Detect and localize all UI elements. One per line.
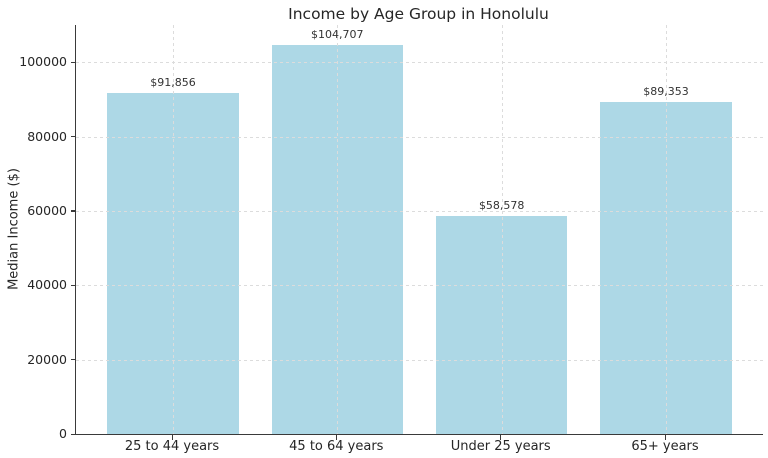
y-tick-mark	[70, 210, 75, 212]
x-tick-label: 45 to 64 years	[289, 439, 384, 454]
y-tick-mark	[70, 433, 75, 435]
y-tick-label: 40000	[27, 277, 67, 293]
plot-area: $91,856 $104,707 $58,578 $89,353	[75, 25, 763, 435]
y-tick-mark	[70, 61, 75, 63]
y-tick-label: 60000	[27, 202, 67, 218]
y-tick-label: 80000	[27, 128, 67, 144]
x-tick-mark	[500, 435, 502, 440]
h-gridline	[76, 136, 763, 138]
bar-value-label: $91,856	[150, 75, 196, 89]
v-gridline	[501, 25, 503, 434]
bar-value-label: $58,578	[478, 199, 525, 213]
x-tick-mark	[335, 435, 338, 440]
chart-title: Income by Age Group in Honolulu	[288, 5, 549, 23]
y-tick-label: 0	[59, 426, 67, 441]
h-gridline	[76, 210, 763, 212]
x-tick-mark	[664, 435, 666, 440]
y-tick-label: 20000	[27, 351, 67, 367]
h-gridline	[76, 62, 763, 64]
y-tick-mark	[70, 136, 75, 138]
y-tick-mark	[70, 284, 75, 287]
v-gridline	[173, 25, 174, 434]
h-gridline	[76, 359, 763, 361]
bar-value-label: $104,707	[311, 27, 364, 41]
x-tick-mark	[171, 435, 173, 440]
x-tick-label: 65+ years	[631, 439, 699, 454]
y-axis-label: Median Income ($)	[6, 168, 22, 290]
y-tick-label: 100000	[19, 54, 67, 70]
v-gridline	[666, 25, 667, 434]
bar-value-label: $89,353	[643, 84, 689, 98]
x-tick-label: 25 to 44 years	[124, 439, 220, 454]
bar-under-25-years	[435, 216, 568, 434]
y-tick-mark	[70, 359, 75, 361]
x-tick-label: Under 25 years	[450, 439, 551, 454]
h-gridline	[76, 285, 763, 287]
bar-25-to-44-years	[107, 92, 239, 434]
v-gridline	[337, 25, 339, 434]
